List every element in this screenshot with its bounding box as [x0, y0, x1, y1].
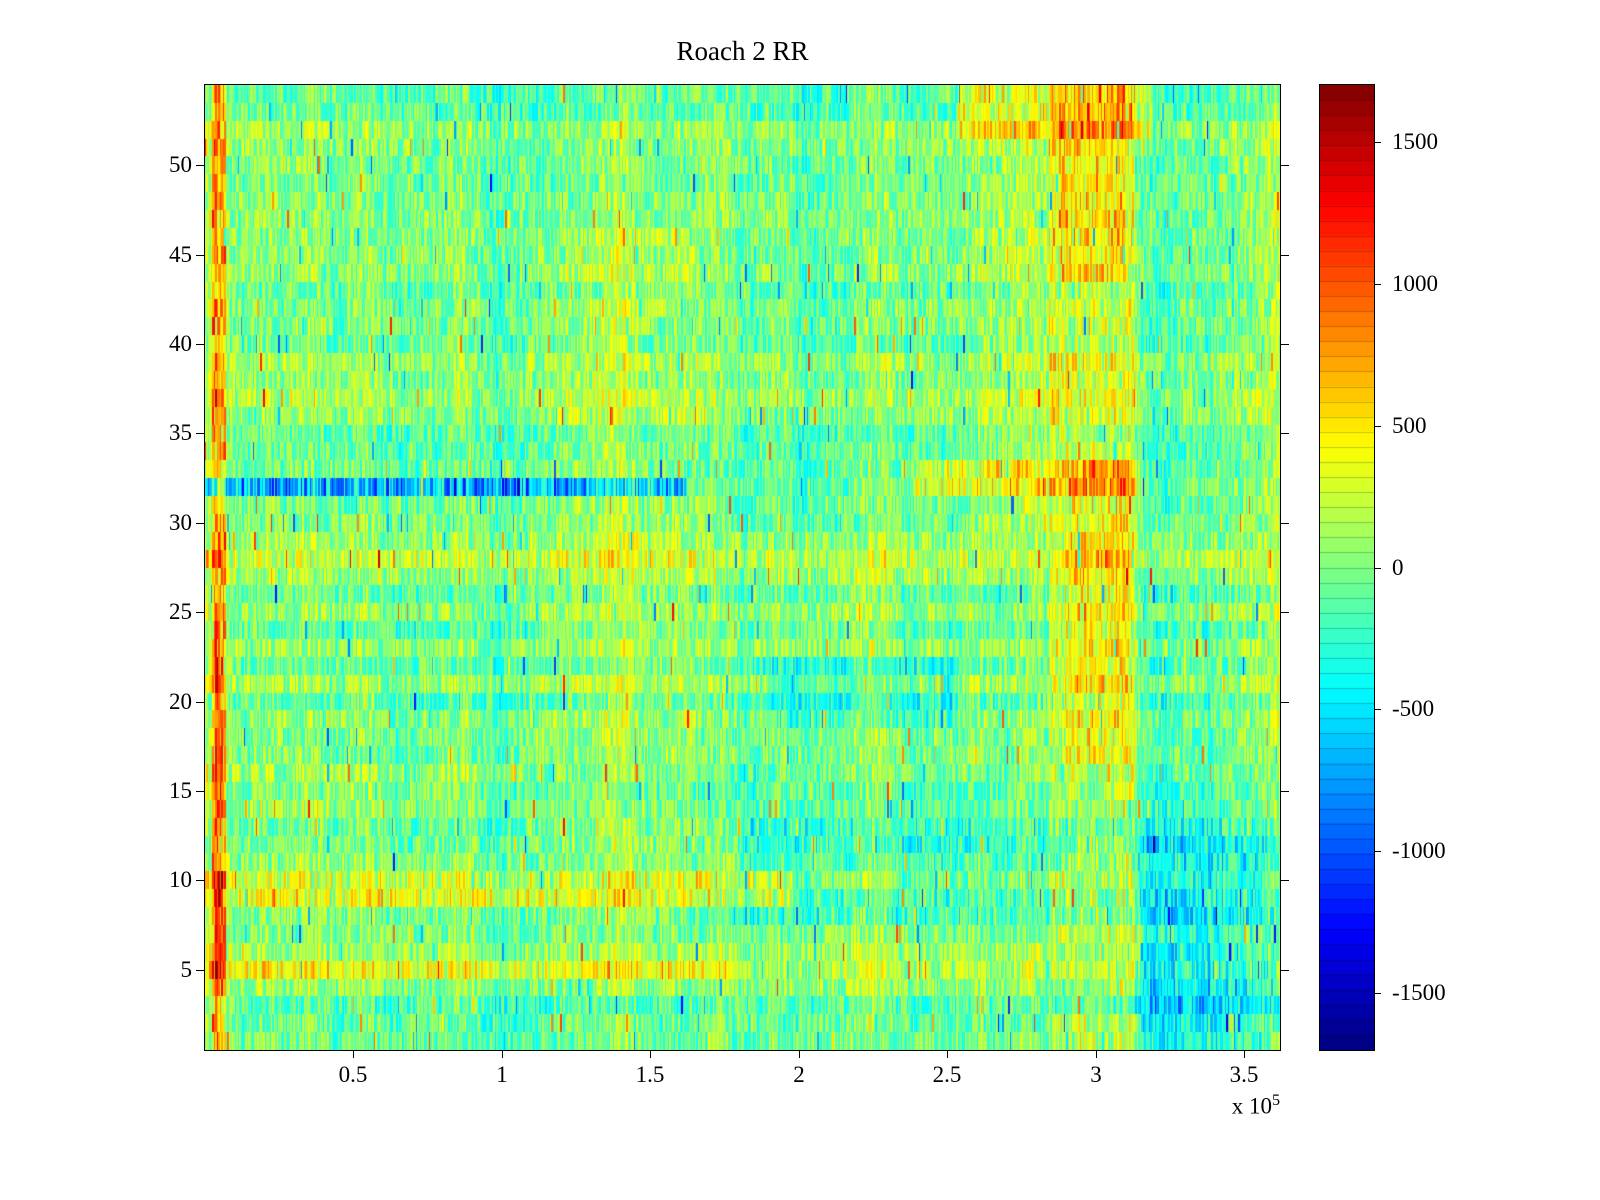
x-tick-label: 1.5: [635, 1062, 665, 1087]
colorbar-tick-label: -1000: [1392, 838, 1446, 863]
y-tick-label: 50: [169, 152, 192, 177]
x-axis-exponent-prefix: x 10: [1231, 1093, 1272, 1119]
heatmap-plot: [204, 84, 1281, 1051]
colorbar-tick-label: 500: [1392, 413, 1427, 438]
y-tick-label: 25: [169, 599, 192, 624]
heatmap-canvas: [205, 85, 1280, 1050]
x-axis-exponent-label: x 105: [1160, 1092, 1280, 1120]
y-tick-mark: [196, 165, 204, 166]
x-tick-label: 2: [793, 1062, 805, 1087]
colorbar-canvas: [1320, 85, 1374, 1050]
colorbar-tick-label: 1500: [1392, 129, 1438, 154]
chart-title: Roach 2 RR: [676, 36, 809, 66]
y-tick-mark: [196, 880, 204, 881]
y-tick-mark: [196, 791, 204, 792]
y-tick-label: 30: [169, 510, 192, 535]
x-tick-label: 3.5: [1229, 1062, 1259, 1087]
y-tick-label: 15: [169, 778, 192, 803]
colorbar-tick-label: -1500: [1392, 980, 1446, 1005]
colorbar-tick-label: 1000: [1392, 271, 1438, 296]
y-tick-mark-right: [1281, 523, 1289, 524]
x-tick-mark: [1096, 1051, 1097, 1058]
y-tick-mark: [196, 344, 204, 345]
x-tick-label: 0.5: [338, 1062, 368, 1087]
y-tick-mark-right: [1281, 433, 1289, 434]
x-tick-mark: [502, 1051, 503, 1058]
x-tick-mark: [799, 1051, 800, 1058]
y-tick-mark-right: [1281, 165, 1289, 166]
colorbar-tick-mark: [1375, 709, 1381, 710]
y-tick-label: 10: [169, 867, 192, 892]
y-tick-mark: [196, 970, 204, 971]
colorbar-tick-label: -500: [1392, 696, 1435, 721]
x-tick-mark: [650, 1051, 651, 1058]
x-axis-exponent-value: 5: [1271, 1092, 1280, 1109]
colorbar-tick-mark: [1375, 851, 1381, 852]
y-tick-mark-right: [1281, 612, 1289, 613]
colorbar-tick-mark: [1375, 142, 1381, 143]
y-tick-mark-right: [1281, 255, 1289, 256]
y-tick-mark: [196, 523, 204, 524]
y-tick-mark: [196, 702, 204, 703]
x-tick-mark: [947, 1051, 948, 1058]
y-tick-mark: [196, 612, 204, 613]
x-tick-mark: [1244, 1051, 1245, 1058]
y-tick-mark-right: [1281, 970, 1289, 971]
y-tick-mark: [196, 255, 204, 256]
y-tick-mark-right: [1281, 344, 1289, 345]
colorbar-tick-mark: [1375, 993, 1381, 994]
colorbar-tick-mark: [1375, 284, 1381, 285]
y-tick-label: 45: [169, 242, 192, 267]
colorbar-tick-mark: [1375, 426, 1381, 427]
colorbar-tick-label: 0: [1392, 555, 1404, 580]
y-tick-label: 20: [169, 689, 192, 714]
x-tick-mark: [353, 1051, 354, 1058]
x-tick-label: 3: [1090, 1062, 1102, 1087]
colorbar-tick-mark: [1375, 568, 1381, 569]
y-tick-mark: [196, 433, 204, 434]
y-tick-mark-right: [1281, 880, 1289, 881]
y-tick-label: 5: [180, 957, 193, 982]
y-tick-mark-right: [1281, 791, 1289, 792]
y-tick-label: 40: [169, 331, 192, 356]
y-tick-label: 35: [169, 420, 192, 445]
x-tick-label: 2.5: [932, 1062, 962, 1087]
y-tick-mark-right: [1281, 702, 1289, 703]
colorbar: [1319, 84, 1375, 1051]
x-tick-label: 1: [496, 1062, 508, 1087]
